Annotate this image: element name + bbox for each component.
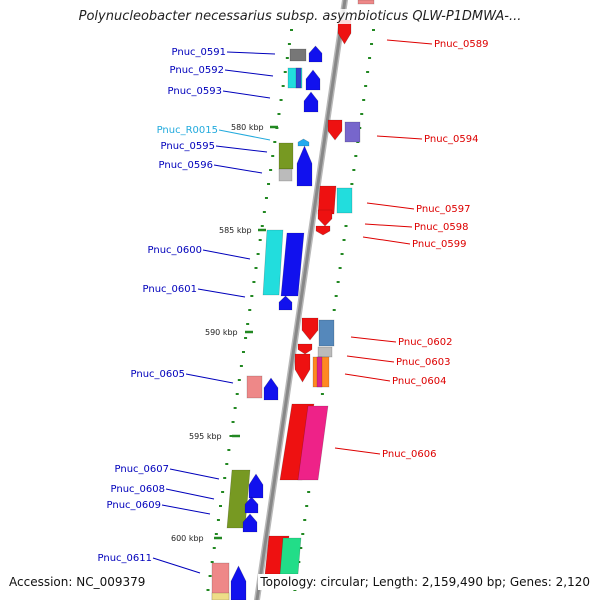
feature-arrow — [297, 138, 310, 147]
tick-marks — [206, 29, 375, 591]
feature-block — [336, 187, 353, 214]
feature-label-left: Pnuc_0596 — [159, 160, 213, 171]
feature-block — [344, 121, 361, 143]
feature-label-left: Pnuc_0591 — [172, 47, 226, 58]
leader-line — [197, 288, 246, 298]
leader-line — [215, 145, 268, 153]
feature-label-left: Pnuc_0611 — [98, 553, 152, 564]
leader-line — [350, 336, 397, 343]
leader-line — [362, 236, 411, 245]
feature-block — [317, 185, 337, 215]
leader-line — [386, 39, 433, 45]
feature-label-left: Pnuc_0608 — [111, 484, 165, 495]
scale-label: 590 kbp — [205, 328, 238, 337]
feature-label-right: Pnuc_0599 — [412, 239, 466, 250]
feature-arrow — [242, 513, 258, 533]
feature-block — [211, 562, 230, 600]
feature-arrow — [297, 343, 313, 355]
leader-line — [165, 488, 215, 500]
feature-block — [295, 67, 302, 89]
feature-label-right: Pnuc_0597 — [416, 204, 470, 215]
map-title: Polynucleobacter necessarius subsp. asym… — [0, 9, 600, 24]
feature-label-left: Pnuc_R0015 — [157, 125, 218, 136]
feature-label-left: Pnuc_0600 — [148, 245, 202, 256]
feature-arrow — [278, 295, 293, 311]
leader-line — [202, 249, 251, 260]
accession-text: Accession: NC_009379 — [7, 574, 148, 590]
feature-label-left: Pnuc_0592 — [170, 65, 224, 76]
feature-block — [278, 142, 294, 170]
feature-block — [262, 229, 284, 296]
feature-arrow — [303, 91, 319, 113]
feature-label-left: Pnuc_0607 — [115, 464, 169, 475]
leader-line — [226, 51, 276, 55]
scale-label: 580 kbp — [231, 123, 264, 132]
scale-labels: 580 kbp 585 kbp 590 kbp 595 kbp 600 kbp — [171, 123, 278, 543]
feature-arrow — [301, 317, 319, 341]
feature-arrow — [263, 377, 279, 401]
feature-label-right: Pnuc_0602 — [398, 337, 452, 348]
leader-line — [224, 69, 274, 77]
leader-line — [334, 447, 381, 455]
label-leader-lines — [152, 39, 433, 574]
feature-label-left: Pnuc_0593 — [168, 86, 222, 97]
feature-block — [280, 232, 305, 297]
feature-label-right: Pnuc_0589 — [434, 39, 488, 50]
scale-label: 600 kbp — [171, 534, 204, 543]
feature-label-left: Pnuc_0595 — [161, 141, 215, 152]
leader-line — [213, 164, 263, 174]
feature-arrow — [315, 225, 331, 236]
feature-label-right: Pnuc_0604 — [392, 376, 446, 387]
feature-arrow — [294, 353, 311, 383]
leader-line — [346, 355, 395, 363]
leader-line — [185, 373, 234, 384]
feature-label-left: Pnuc_0609 — [107, 500, 161, 511]
feature-block — [279, 537, 302, 575]
feature-block — [246, 375, 263, 399]
feature-label-left: Pnuc_0601 — [143, 284, 197, 295]
feature-arrow — [248, 473, 264, 499]
leader-line — [364, 223, 413, 228]
feature-label-right: Pnuc_0598 — [414, 222, 468, 233]
feature-labels: Pnuc_0591 Pnuc_0592 Pnuc_0593 Pnuc_R0015 Pnu… — [98, 39, 489, 564]
feature-block — [278, 168, 293, 182]
leader-line — [376, 135, 423, 140]
leader-line — [218, 129, 271, 141]
feature-block — [289, 48, 307, 62]
genome-backbone — [253, 0, 349, 600]
feature-arrow — [305, 69, 321, 91]
leader-line — [161, 504, 211, 515]
feature-arrow — [230, 565, 247, 600]
scale-label: 585 kbp — [219, 226, 252, 235]
feature-arrow — [296, 145, 313, 187]
feature-label-left: Pnuc_0605 — [131, 369, 185, 380]
feature-block — [297, 405, 329, 481]
feature-block — [318, 319, 335, 347]
feature-track — [211, 0, 375, 600]
feature-arrow — [308, 45, 323, 63]
feature-arrow — [317, 209, 333, 227]
feature-block — [316, 356, 323, 388]
feature-arrow — [327, 119, 343, 141]
leader-line — [344, 373, 391, 382]
leader-line — [152, 557, 201, 574]
scale-label: 595 kbp — [189, 432, 222, 441]
leader-line — [169, 468, 220, 480]
feature-arrow — [244, 496, 259, 514]
feature-block — [317, 346, 333, 358]
leader-line — [222, 90, 271, 99]
backbone-line — [255, 0, 347, 600]
topology-text: Topology: circular; Length: 2,159,490 bp… — [258, 574, 592, 590]
feature-label-right: Pnuc_0603 — [396, 357, 450, 368]
feature-block — [211, 592, 230, 600]
feature-label-right: Pnuc_0606 — [382, 449, 436, 460]
feature-block — [357, 0, 375, 5]
feature-label-right: Pnuc_0594 — [424, 134, 478, 145]
leader-line — [366, 202, 415, 210]
